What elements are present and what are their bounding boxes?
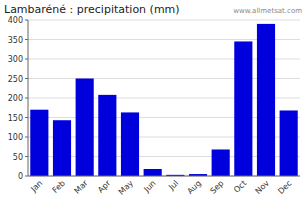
bar xyxy=(98,95,116,176)
bar xyxy=(53,120,71,176)
x-tick-label: Nov xyxy=(254,178,272,196)
y-tick-label: 150 xyxy=(8,114,23,123)
x-tick-label: Sep xyxy=(209,179,226,196)
bar xyxy=(144,169,162,176)
title: Lambaréné : precipitation (mm) xyxy=(4,3,180,16)
x-tick-label: Aug xyxy=(186,179,203,196)
y-tick-label: 250 xyxy=(8,75,23,84)
grid-line xyxy=(28,20,300,21)
bar xyxy=(76,79,94,177)
bar xyxy=(257,24,275,176)
y-tick-label: 200 xyxy=(8,94,23,103)
bar xyxy=(121,112,139,176)
chart: 050100150200250300350400JanFebMarAprMayJ… xyxy=(0,0,306,200)
y-tick-label: 400 xyxy=(8,16,23,25)
bar xyxy=(234,41,252,176)
y-tick-label: 300 xyxy=(8,55,23,64)
y-tick-label: 350 xyxy=(8,36,23,45)
x-tick-label: Feb xyxy=(51,179,67,195)
x-tick-label: Jan xyxy=(28,179,44,195)
x-tick-label: May xyxy=(117,178,135,196)
x-tick-label: Oct xyxy=(232,179,248,195)
x-tick-label: Dec xyxy=(276,179,293,196)
x-axis-line xyxy=(28,176,300,177)
watermark: www.allmetsat.com xyxy=(233,7,302,15)
x-tick-label: Apr xyxy=(96,178,113,195)
bar xyxy=(280,110,298,176)
x-tick-label: Mar xyxy=(73,178,91,196)
y-tick-label: 0 xyxy=(18,172,23,181)
y-axis-line xyxy=(28,20,29,176)
x-tick-label: Jun xyxy=(142,179,158,195)
bar xyxy=(30,110,48,176)
bar xyxy=(212,149,230,176)
x-axis: Jan Feb Mar AprMay Jun Jul Aug Sep Oct NovDec xyxy=(28,178,293,197)
y-tick-label: 50 xyxy=(13,153,23,162)
y-tick-label: 100 xyxy=(8,133,23,142)
chart-container: 050100150200250300350400JanFebMarAprMayJ… xyxy=(0,0,306,200)
y-axis: 0 50 100 150 200 250 300 350 400 xyxy=(8,16,300,181)
x-tick-label: Jul xyxy=(166,179,180,193)
bars xyxy=(30,24,297,176)
grid-line xyxy=(28,176,300,177)
